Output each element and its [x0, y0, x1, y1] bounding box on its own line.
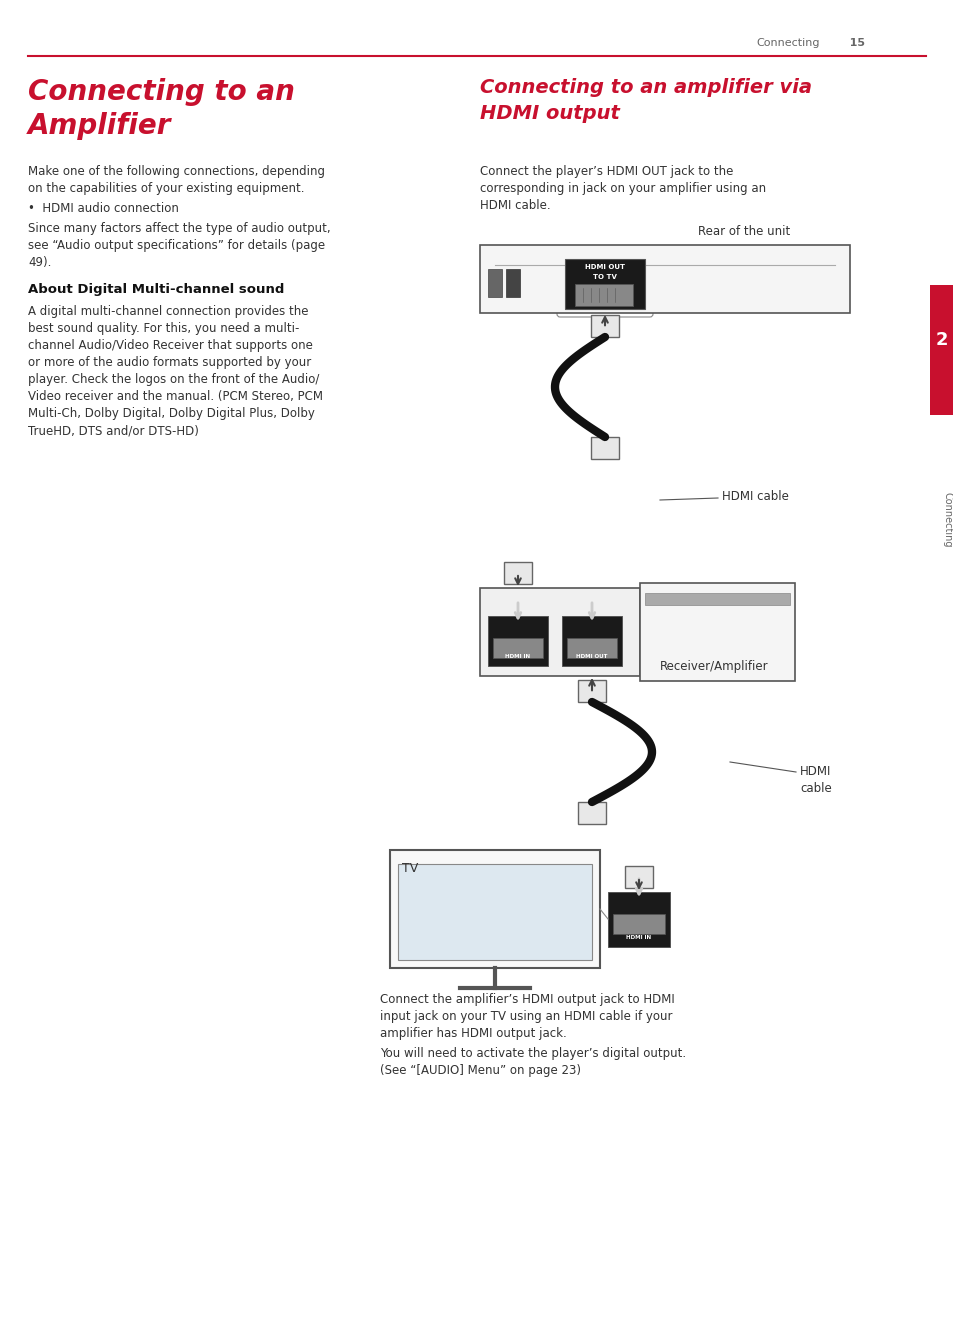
FancyBboxPatch shape	[590, 314, 618, 337]
Text: A digital multi-channel connection provides the: A digital multi-channel connection provi…	[28, 305, 308, 319]
Text: (See “[AUDIO] Menu” on page 23): (See “[AUDIO] Menu” on page 23)	[379, 1064, 580, 1077]
FancyBboxPatch shape	[578, 802, 605, 824]
Text: Amplifier: Amplifier	[28, 112, 172, 140]
Text: 2: 2	[935, 331, 947, 349]
Text: HDMI output: HDMI output	[479, 103, 619, 124]
Text: cable: cable	[800, 782, 831, 796]
Text: HDMI OUT: HDMI OUT	[584, 263, 624, 270]
Text: or more of the audio formats supported by your: or more of the audio formats supported b…	[28, 356, 311, 370]
FancyBboxPatch shape	[479, 589, 639, 676]
FancyBboxPatch shape	[479, 245, 849, 313]
Polygon shape	[569, 640, 608, 653]
FancyBboxPatch shape	[578, 680, 605, 702]
FancyBboxPatch shape	[613, 914, 664, 934]
Text: HDMI cable: HDMI cable	[721, 491, 788, 503]
FancyBboxPatch shape	[564, 259, 644, 309]
Text: corresponding in jack on your amplifier using an: corresponding in jack on your amplifier …	[479, 181, 765, 195]
Text: You will need to activate the player’s digital output.: You will need to activate the player’s d…	[379, 1047, 685, 1060]
FancyBboxPatch shape	[390, 849, 599, 968]
Text: player. Check the logos on the front of the Audio/: player. Check the logos on the front of …	[28, 374, 319, 386]
FancyBboxPatch shape	[493, 638, 542, 659]
Text: TO TV: TO TV	[593, 274, 617, 280]
FancyBboxPatch shape	[561, 616, 621, 667]
Text: Connecting: Connecting	[756, 38, 820, 48]
FancyBboxPatch shape	[503, 562, 532, 585]
FancyBboxPatch shape	[575, 284, 633, 306]
Text: Connecting: Connecting	[942, 492, 952, 548]
Text: 15: 15	[837, 38, 864, 48]
Text: About Digital Multi-channel sound: About Digital Multi-channel sound	[28, 284, 284, 296]
Text: •  HDMI audio connection: • HDMI audio connection	[28, 202, 179, 215]
Text: TrueHD, DTS and/or DTS-HD): TrueHD, DTS and/or DTS-HD)	[28, 423, 198, 437]
Text: amplifier has HDMI output jack.: amplifier has HDMI output jack.	[379, 1027, 566, 1040]
Text: 49).: 49).	[28, 255, 51, 269]
FancyBboxPatch shape	[624, 866, 652, 888]
Text: best sound quality. For this, you need a multi-: best sound quality. For this, you need a…	[28, 323, 299, 335]
Polygon shape	[616, 917, 657, 929]
Text: Connect the player’s HDMI OUT jack to the: Connect the player’s HDMI OUT jack to th…	[479, 165, 733, 177]
Text: Connect the amplifier’s HDMI output jack to HDMI: Connect the amplifier’s HDMI output jack…	[379, 993, 674, 1007]
FancyBboxPatch shape	[505, 269, 519, 297]
Circle shape	[645, 606, 698, 659]
Circle shape	[709, 602, 769, 663]
FancyBboxPatch shape	[929, 285, 953, 415]
FancyBboxPatch shape	[566, 638, 617, 659]
FancyBboxPatch shape	[639, 583, 794, 681]
Text: HDMI IN: HDMI IN	[505, 655, 530, 659]
FancyBboxPatch shape	[644, 593, 789, 605]
Text: Make one of the following connections, depending: Make one of the following connections, d…	[28, 165, 325, 177]
FancyBboxPatch shape	[590, 437, 618, 460]
Text: HDMI cable.: HDMI cable.	[479, 199, 550, 212]
Polygon shape	[496, 640, 535, 653]
Text: HDMI IN: HDMI IN	[626, 935, 651, 939]
FancyBboxPatch shape	[397, 864, 592, 960]
FancyBboxPatch shape	[488, 616, 547, 667]
Text: input jack on your TV using an HDMI cable if your: input jack on your TV using an HDMI cabl…	[379, 1009, 672, 1023]
FancyBboxPatch shape	[488, 269, 501, 297]
Text: Rear of the unit: Rear of the unit	[697, 224, 789, 238]
FancyBboxPatch shape	[607, 892, 669, 948]
Polygon shape	[578, 286, 628, 302]
Polygon shape	[649, 247, 679, 263]
Text: Connecting to an: Connecting to an	[28, 78, 294, 106]
Text: Video receiver and the manual. (PCM Stereo, PCM: Video receiver and the manual. (PCM Ster…	[28, 390, 323, 403]
Text: see “Audio output specifications” for details (page: see “Audio output specifications” for de…	[28, 239, 325, 253]
Text: on the capabilities of your existing equipment.: on the capabilities of your existing equ…	[28, 181, 304, 195]
Text: channel Audio/Video Receiver that supports one: channel Audio/Video Receiver that suppor…	[28, 339, 313, 352]
Text: TV: TV	[401, 862, 417, 875]
Text: HDMI OUT: HDMI OUT	[576, 655, 607, 659]
Text: Connecting to an amplifier via: Connecting to an amplifier via	[479, 78, 811, 97]
Text: Since many factors affect the type of audio output,: Since many factors affect the type of au…	[28, 222, 331, 235]
Text: Multi-Ch, Dolby Digital, Dolby Digital Plus, Dolby: Multi-Ch, Dolby Digital, Dolby Digital P…	[28, 407, 314, 419]
Text: Receiver/Amplifier: Receiver/Amplifier	[659, 660, 768, 673]
Text: HDMI: HDMI	[800, 765, 830, 778]
